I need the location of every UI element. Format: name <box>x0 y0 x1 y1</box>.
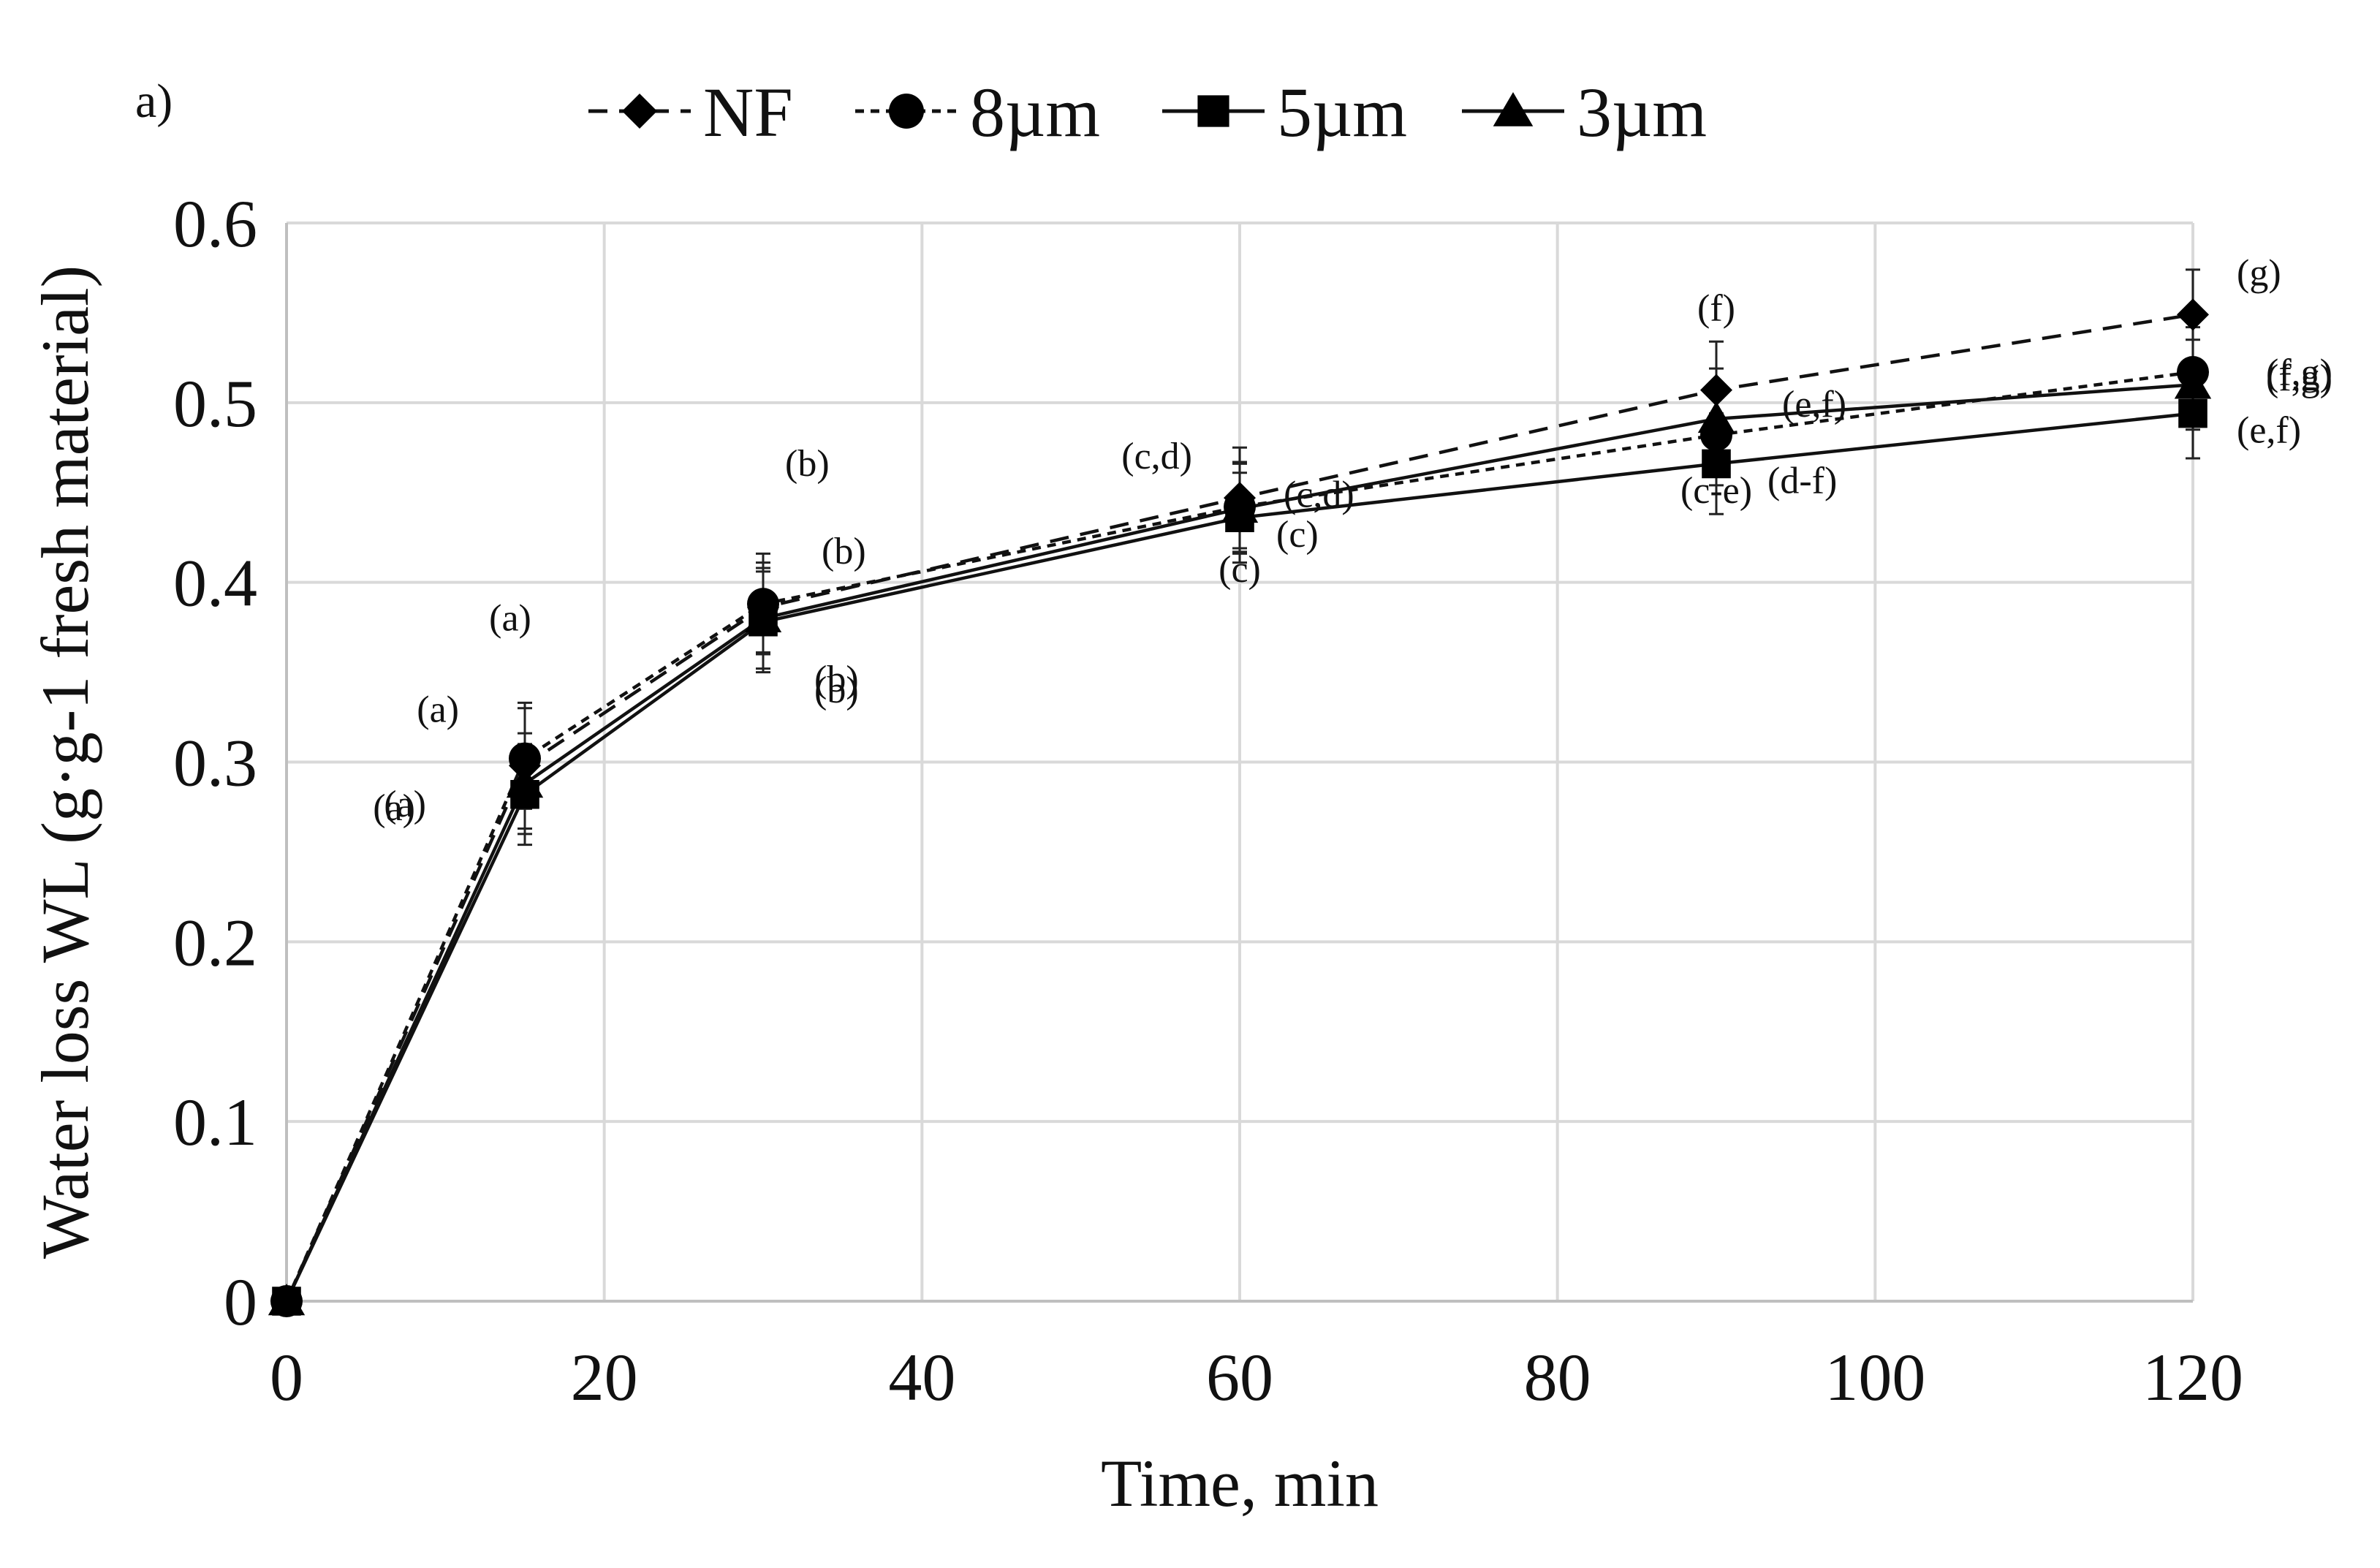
legend-label-3um: 3µm <box>1577 73 1707 151</box>
data-point-diamond <box>509 749 541 782</box>
significance-label: (a) <box>489 597 531 639</box>
significance-label: (b) <box>822 531 866 572</box>
legend-marker-triangle-icon <box>1493 92 1534 126</box>
significance-label: (c) <box>1276 514 1319 556</box>
series-lines <box>284 313 2194 1302</box>
significance-label: (f) <box>1697 288 1735 330</box>
x-tick-label: 80 <box>1524 1340 1591 1414</box>
x-tick-label: 100 <box>1824 1340 1925 1414</box>
legend-item-nf: NF <box>588 73 793 151</box>
significance-label: (a) <box>417 689 459 731</box>
legend-marker-diamond-icon <box>622 94 657 129</box>
significance-label: (a) <box>384 784 426 825</box>
data-point-diamond <box>747 591 779 624</box>
legend-item-5um: 5µm <box>1162 73 1407 151</box>
data-point-circle <box>2177 356 2209 389</box>
legend: NF 8µm 5µm 3µm <box>588 73 1707 151</box>
x-axis-title: Time, min <box>1101 1446 1379 1520</box>
significance-label: (g) <box>2237 252 2281 294</box>
legend-label-8um: 8µm <box>970 73 1100 151</box>
data-point-square <box>1702 449 1731 479</box>
panel-label: a) <box>135 75 173 128</box>
significance-label: (c,d) <box>1284 474 1354 515</box>
legend-marker-square-icon <box>1197 95 1229 127</box>
data-point-square <box>2178 398 2207 428</box>
significance-label: (e,f) <box>2237 410 2301 452</box>
data-point-diamond <box>1700 374 1732 406</box>
x-tick-label: 40 <box>888 1340 955 1414</box>
x-tick-label: 120 <box>2142 1340 2243 1414</box>
y-tick-label: 0.4 <box>173 546 257 621</box>
y-tick-label: 0.6 <box>173 186 257 261</box>
significance-label: (a) <box>373 787 415 829</box>
legend-item-3um: 3µm <box>1462 73 1707 151</box>
y-tick-label: 0 <box>224 1265 257 1339</box>
significance-label: (f,g) <box>2266 357 2332 399</box>
x-axis-ticks: 0 20 40 60 80 100 120 <box>270 1340 2243 1414</box>
x-tick-label: 20 <box>571 1340 638 1414</box>
y-tick-label: 0.1 <box>173 1085 257 1159</box>
legend-item-8um: 8µm <box>855 73 1100 151</box>
significance-label: (e,f) <box>1782 384 1846 425</box>
significance-label: (c) <box>1219 549 1261 591</box>
legend-marker-circle-icon <box>889 94 924 129</box>
significance-label: (d-f) <box>1767 460 1837 501</box>
significance-label: (c,d) <box>1121 436 1192 477</box>
y-axis-ticks: 0 0.1 0.2 0.3 0.4 0.5 0.6 <box>173 186 257 1339</box>
significance-label: (b) <box>814 670 859 711</box>
series-line-3um <box>284 382 2194 1302</box>
axes <box>285 223 2193 1303</box>
y-tick-label: 0.3 <box>173 726 257 800</box>
data-point-diamond <box>270 1285 303 1317</box>
series-line-5um <box>284 412 2194 1302</box>
significance-label: (b) <box>785 443 830 485</box>
series-line-8um <box>284 370 2194 1302</box>
significance-annotations: (a) (b) (c,d) (f) (g) (a) (b) (c,d) (e,f) (f,g) (a… <box>373 252 2332 829</box>
significance-label: (f,g) <box>2266 352 2332 393</box>
y-tick-label: 0.5 <box>173 366 257 441</box>
data-point-square <box>510 779 539 809</box>
series-markers <box>268 298 2212 1317</box>
y-tick-label: 0.2 <box>173 905 257 980</box>
legend-label-nf: NF <box>703 73 793 151</box>
significance-label: (c-e) <box>1680 470 1752 512</box>
y-axis-title: Water loss WL (g·g-1 fresh material) <box>28 265 102 1259</box>
series-line-nf <box>284 313 2194 1302</box>
x-tick-label: 60 <box>1206 1340 1273 1414</box>
data-point-diamond <box>2177 298 2209 331</box>
x-tick-label: 0 <box>270 1340 303 1414</box>
data-point-diamond <box>1224 482 1256 515</box>
grid <box>287 221 2194 1301</box>
legend-label-5um: 5µm <box>1277 73 1407 151</box>
data-point-circle <box>1700 419 1732 452</box>
significance-label: (b) <box>814 659 859 700</box>
